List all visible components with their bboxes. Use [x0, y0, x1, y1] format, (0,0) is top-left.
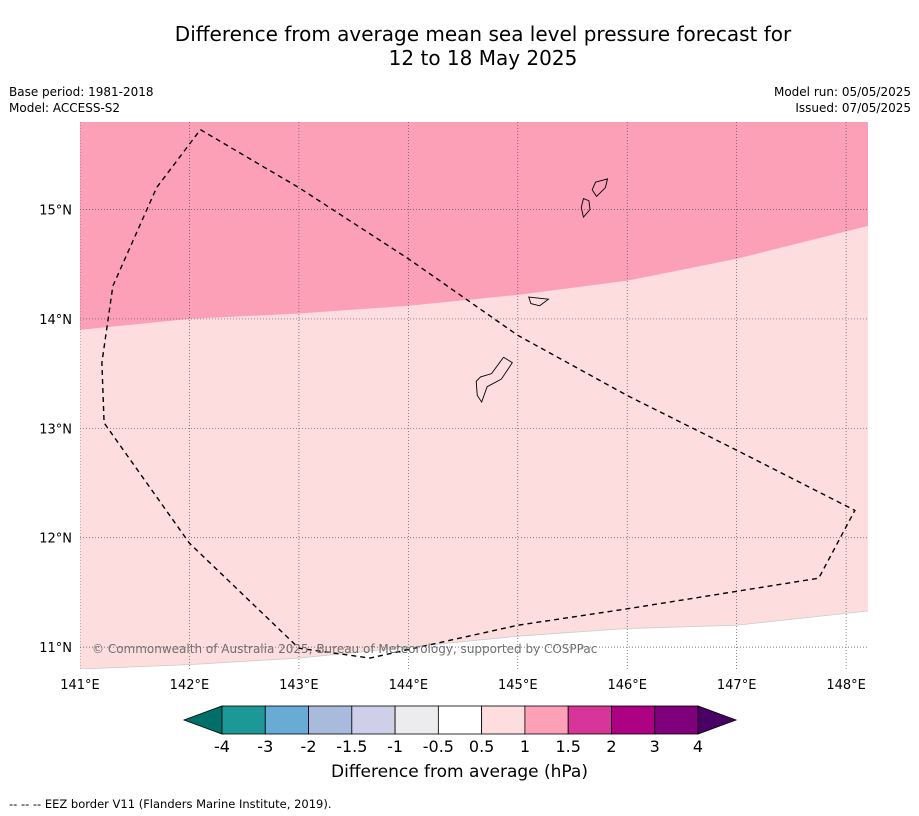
- lat-tick-label: 12°N: [39, 532, 72, 547]
- eez-border-note: -- -- -- EEZ border V11 (Flanders Marine…: [9, 797, 332, 811]
- colorbar-segment: [308, 705, 353, 735]
- colorbar-segment: [524, 705, 569, 735]
- colorbar-segment: [437, 705, 483, 735]
- title-line-1: Difference from average mean sea level p…: [174, 22, 792, 46]
- colorbar-tick-label: 4: [692, 737, 704, 756]
- title-line-2: 12 to 18 May 2025: [388, 46, 578, 70]
- lon-tick-label: 146°E: [607, 678, 647, 693]
- colorbar-segment: [394, 705, 439, 735]
- colorbar-segment: [221, 705, 266, 735]
- colorbar-segment: [481, 705, 526, 735]
- axis-labels: 141°E 142°E 143°E 144°E 145°E 146°E 147°E 148°E…: [39, 204, 866, 693]
- colorbar-label: Difference from average (hPa): [331, 762, 588, 782]
- island-outline: [580, 197, 591, 219]
- colorbar-under-arrow: [182, 705, 223, 735]
- colorbar-over-arrow: [697, 705, 738, 735]
- colorbar-tick-label: 1.5: [555, 737, 581, 756]
- lat-tick-label: 11°N: [39, 641, 72, 656]
- model-run: Model run: 05/05/2025: [773, 85, 911, 99]
- colorbar-tick-label: 1: [519, 737, 530, 756]
- colorbar-tick-label: -0.5: [422, 737, 454, 756]
- lon-tick-label: 145°E: [498, 678, 538, 693]
- island-outline: [528, 296, 550, 307]
- colorbar-tick-label: 0.5: [468, 737, 495, 756]
- colorbar: [182, 705, 738, 735]
- lon-tick-label: 144°E: [389, 678, 429, 693]
- colorbar-tick-label: -1: [387, 737, 404, 756]
- colorbar-segment: [567, 705, 612, 735]
- lon-tick-label: 143°E: [279, 678, 319, 693]
- colorbar-segment: [611, 705, 656, 735]
- lat-tick-label: 15°N: [39, 204, 72, 219]
- colorbar-tick-label: -2: [300, 737, 317, 756]
- meta-right: Model run: 05/05/2025 Issued: 07/05/2025: [774, 84, 911, 116]
- region-diff-1-to-1.5: [80, 122, 868, 330]
- island-outline: [591, 178, 609, 198]
- colorbar-segment: [264, 705, 309, 735]
- meta-left: Base period: 1981-2018 Model: ACCESS-S2: [9, 84, 154, 116]
- lat-tick-label: 13°N: [39, 422, 72, 437]
- colorbar-tick-label: -3: [257, 737, 274, 756]
- lat-tick-label: 14°N: [39, 313, 72, 328]
- colorbar-tick-label: -1.5: [336, 737, 368, 756]
- lon-tick-label: 141°E: [60, 678, 100, 693]
- copyright-notice: © Commonwealth of Australia 2025, Bureau…: [92, 642, 597, 656]
- issued-date: Issued: 07/05/2025: [795, 101, 911, 115]
- chart-title: Difference from average mean sea level p…: [0, 22, 919, 70]
- contour-line: [80, 610, 868, 669]
- lon-tick-label: 147°E: [717, 678, 757, 693]
- lon-tick-label: 148°E: [826, 678, 866, 693]
- model-name: Model: ACCESS-S2: [9, 101, 121, 115]
- lon-tick-label: 142°E: [170, 678, 210, 693]
- colorbar-tick-label: 3: [649, 737, 660, 756]
- eez-border: [101, 129, 856, 659]
- map-plot-area: [80, 122, 868, 669]
- island-outline: [475, 356, 513, 404]
- colorbar-tick-label: 2: [606, 737, 617, 756]
- colorbar-tick-label: -4: [214, 737, 230, 756]
- colorbar-segment: [351, 705, 396, 735]
- base-period: Base period: 1981-2018: [9, 85, 154, 99]
- colorbar-segment: [654, 705, 699, 735]
